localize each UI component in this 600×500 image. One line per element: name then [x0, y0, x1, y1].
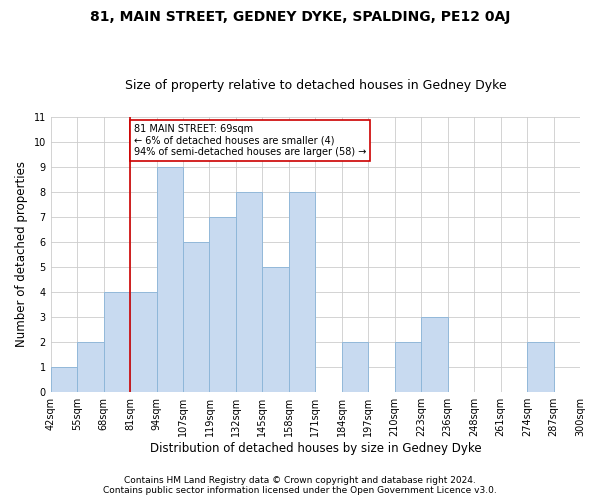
Y-axis label: Number of detached properties: Number of detached properties [15, 162, 28, 348]
Text: 81, MAIN STREET, GEDNEY DYKE, SPALDING, PE12 0AJ: 81, MAIN STREET, GEDNEY DYKE, SPALDING, … [90, 10, 510, 24]
Bar [421, 317, 448, 392]
Bar [209, 217, 236, 392]
X-axis label: Distribution of detached houses by size in Gedney Dyke: Distribution of detached houses by size … [149, 442, 481, 455]
Title: Size of property relative to detached houses in Gedney Dyke: Size of property relative to detached ho… [125, 79, 506, 92]
Text: Contains HM Land Registry data © Crown copyright and database right 2024.
Contai: Contains HM Land Registry data © Crown c… [103, 476, 497, 495]
Bar [130, 292, 157, 392]
Bar [183, 242, 209, 392]
Bar [395, 342, 421, 392]
Bar [77, 342, 104, 392]
Bar [527, 342, 554, 392]
Text: 81 MAIN STREET: 69sqm
← 6% of detached houses are smaller (4)
94% of semi-detach: 81 MAIN STREET: 69sqm ← 6% of detached h… [134, 124, 367, 158]
Bar [157, 167, 183, 392]
Bar [262, 267, 289, 392]
Bar [50, 367, 77, 392]
Bar [289, 192, 316, 392]
Bar [342, 342, 368, 392]
Bar [104, 292, 130, 392]
Bar [236, 192, 262, 392]
